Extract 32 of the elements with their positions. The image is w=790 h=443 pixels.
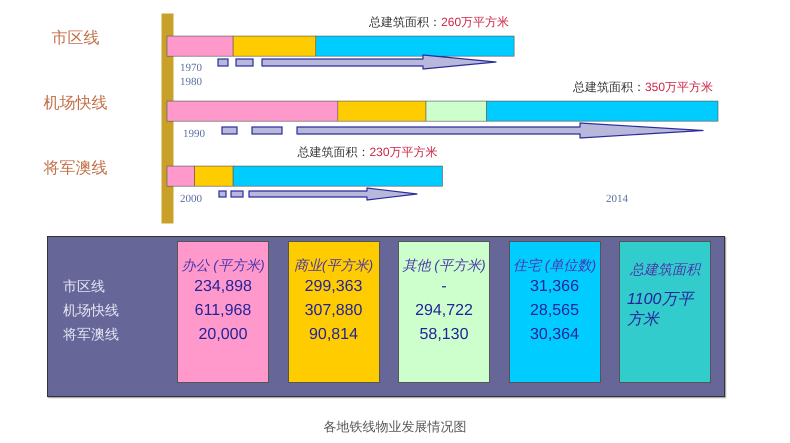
category-label: 住宅 (单位数) <box>512 257 596 275</box>
annotation: 总建筑面积：230万平方米 <box>296 145 438 160</box>
annotation: 1980 <box>180 76 202 88</box>
annotation: 2014 <box>606 193 628 205</box>
text: 90,814 <box>309 326 358 343</box>
text: 234,898 <box>194 278 252 295</box>
text: 299,363 <box>304 278 362 295</box>
category-label: 其他 (平方米) <box>402 257 486 275</box>
text: 28,565 <box>530 302 579 319</box>
category-label: 商业(平方米) <box>294 257 374 275</box>
text: 294,722 <box>415 302 473 319</box>
text: 611,968 <box>194 302 252 319</box>
text: 各地铁线物业发展情况图 <box>324 418 466 436</box>
y-tick-label: 将军澳线 <box>42 159 108 178</box>
text: - <box>441 278 447 295</box>
annotation: 总建筑面积：260万平方米 <box>368 15 510 30</box>
category-label: 办公 (平方米) <box>181 257 265 275</box>
category-label: 将军澳线 <box>63 326 119 342</box>
text: 307,880 <box>304 302 362 319</box>
annotation: 1990 <box>183 128 205 140</box>
category-label: 机场快线 <box>63 302 119 318</box>
text: 30,364 <box>530 326 579 343</box>
text: 20,000 <box>198 326 248 343</box>
text: 58,130 <box>420 326 468 343</box>
text: 1100万平方米 <box>627 290 696 330</box>
text: 31,366 <box>530 278 579 295</box>
annotation: 2000 <box>180 193 202 205</box>
y-tick-label: 机场快线 <box>44 94 108 112</box>
category-label: 总建筑面积 <box>630 261 700 279</box>
annotation: 1970 <box>180 62 202 74</box>
annotation: 总建筑面积：350万平方米 <box>572 80 713 94</box>
y-tick-label: 市区线 <box>52 29 100 48</box>
